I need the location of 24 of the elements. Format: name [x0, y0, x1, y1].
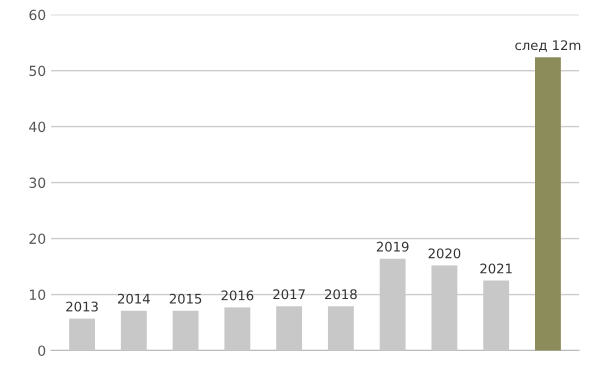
bar [120, 310, 147, 350]
x-tick-label: 2018 [325, 289, 357, 300]
bar [535, 57, 561, 350]
y-tick-label: 20 [29, 234, 46, 244]
y-tick-label: 10 [30, 289, 46, 300]
x-tick-label: 2013 [66, 302, 98, 312]
x-tick-label: след 12m [515, 40, 580, 52]
y-tick-label: 60 [29, 10, 46, 20]
y-tick-label: 40 [29, 122, 46, 132]
bar [69, 318, 95, 350]
bar [172, 310, 199, 350]
x-tick-label: 2015 [170, 294, 202, 304]
x-tick-label: 2021 [480, 264, 512, 274]
bar [328, 306, 354, 350]
bar [276, 306, 302, 350]
x-tick-label: 2014 [118, 294, 150, 304]
y-tick-label: 30 [30, 178, 46, 188]
x-tick-label: 2020 [428, 248, 460, 258]
x-tick-label: 2019 [376, 242, 409, 252]
x-tick-label: 2016 [222, 290, 254, 300]
y-tick-label: 50 [30, 66, 46, 76]
x-tick-label: 2017 [273, 289, 305, 300]
y-tick-label: 0 [38, 345, 46, 356]
bar [224, 307, 250, 350]
